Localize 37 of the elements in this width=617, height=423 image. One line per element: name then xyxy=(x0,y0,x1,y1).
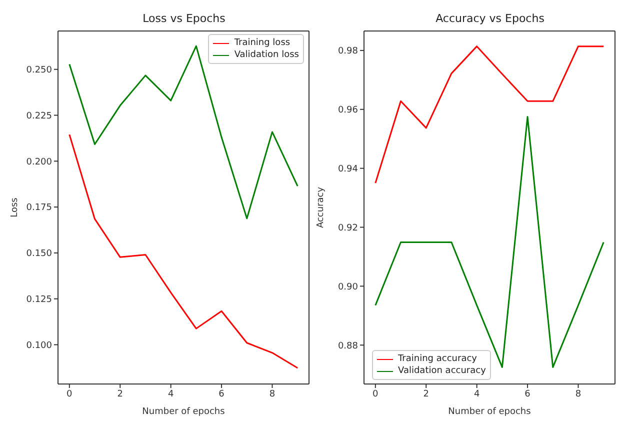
x-tick-label: 8 xyxy=(269,389,276,400)
x-axis-title: Number of epochs xyxy=(142,407,226,417)
y-axis-title: Accuracy xyxy=(316,186,326,228)
y-tick-label: 0.150 xyxy=(26,249,52,260)
x-tick-label: 0 xyxy=(372,389,379,400)
chart-title: Accuracy vs Epochs xyxy=(434,12,546,25)
y-tick-label: 0.90 xyxy=(338,282,358,292)
legend-label: Training loss xyxy=(234,37,290,49)
y-tick-label: 0.225 xyxy=(26,111,52,122)
line-series xyxy=(374,46,604,184)
y-tick-label: 0.98 xyxy=(338,46,358,57)
y-tick-label: 0.175 xyxy=(26,203,52,214)
legend-label: Validation loss xyxy=(234,49,299,61)
y-tick-label: 0.96 xyxy=(338,106,358,116)
legend-label: Validation accuracy xyxy=(398,365,486,377)
x-tick-label: 4 xyxy=(168,389,174,400)
y-tick-label: 0.92 xyxy=(338,223,358,234)
y-tick-label: 0.125 xyxy=(26,295,52,306)
line-series xyxy=(68,45,298,220)
x-tick-label: 2 xyxy=(117,389,123,400)
x-tick-label: 6 xyxy=(524,389,531,400)
x-tick-label: 6 xyxy=(218,389,225,400)
y-tick-label: 0.88 xyxy=(338,341,358,352)
line-series xyxy=(374,116,604,368)
x-tick-label: 4 xyxy=(474,389,480,400)
chart-title: Loss vs Epochs xyxy=(142,12,226,25)
x-axis-title: Number of epochs xyxy=(448,407,532,417)
y-tick-label: 0.200 xyxy=(26,157,52,168)
x-tick-label: 8 xyxy=(575,389,582,400)
x-tick-label: 2 xyxy=(423,389,429,400)
y-tick-label: 0.94 xyxy=(338,164,358,175)
y-tick-label: 0.100 xyxy=(26,340,52,351)
x-tick-label: 0 xyxy=(66,389,73,400)
legend-label: Training accuracy xyxy=(398,353,477,365)
y-tick-label: 0.250 xyxy=(26,66,52,76)
line-series xyxy=(68,134,298,369)
y-axis-title: Loss xyxy=(10,197,20,218)
